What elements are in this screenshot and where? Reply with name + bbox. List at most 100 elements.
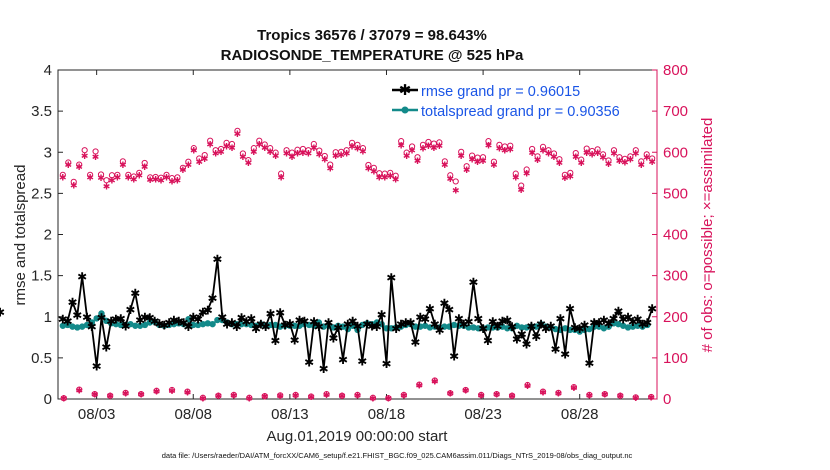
rmse-point: ✱ xyxy=(275,306,285,320)
obs-assimilated-point: ✱ xyxy=(86,173,94,183)
obs-possible-point xyxy=(196,155,203,162)
x-tick-label: 08/18 xyxy=(368,406,406,423)
obs-possible-low-point xyxy=(586,391,593,398)
obs-possible-low-point xyxy=(648,393,655,401)
obs-possible-low-point xyxy=(323,390,330,398)
y-tick-right-label: 300 xyxy=(663,268,688,285)
obs-possible-point xyxy=(207,137,214,144)
rmse-point: ✱ xyxy=(357,355,367,369)
obs-assimilated-point: ✱ xyxy=(337,151,345,161)
obs-assimilated-point: ✱ xyxy=(419,145,427,155)
obs-assimilated-point: ✱ xyxy=(305,150,313,160)
legend-rmse-marker: ✱ xyxy=(399,81,412,99)
legend-rmse-label: rmse grand pr = 0.96015 xyxy=(421,84,580,100)
obs-assimilated-point: ✱ xyxy=(561,174,569,184)
obs-assimilated-point: ✱ xyxy=(479,157,487,167)
totalspread-point xyxy=(388,325,395,332)
rmse-point: ✱ xyxy=(101,341,111,355)
obs-assimilated-low-point: ✱ xyxy=(215,392,223,402)
obs-possible-low-point xyxy=(493,390,500,398)
obs-possible-point xyxy=(589,147,596,155)
totalspread-point xyxy=(504,325,511,332)
totalspread-point xyxy=(190,321,197,329)
obs-possible-point xyxy=(578,156,585,163)
obs-possible-point xyxy=(556,156,563,163)
obs-assimilated-point: ✱ xyxy=(583,149,591,159)
totalspread-point xyxy=(127,320,134,328)
obs-assimilated-point: ✱ xyxy=(239,153,247,163)
obs-assimilated-point: ✱ xyxy=(201,155,209,165)
obs-possible-low-point xyxy=(478,391,485,398)
obs-possible-low-point xyxy=(137,390,145,398)
obs-assimilated-point: ✱ xyxy=(108,177,116,187)
rmse-point: ✱ xyxy=(266,307,276,321)
totalspread-point xyxy=(78,323,86,330)
rmse-point: ✱ xyxy=(154,317,164,331)
totalspread-point xyxy=(470,324,477,331)
rmse-point: ✱ xyxy=(319,362,329,376)
rmse-point: ✱ xyxy=(406,316,416,330)
obs-possible-point xyxy=(92,148,99,155)
obs-assimilated-point: ✱ xyxy=(637,161,645,171)
totalspread-point xyxy=(494,324,501,331)
obs-assimilated-point: ✱ xyxy=(386,172,394,182)
obs-assimilated-point: ✱ xyxy=(501,146,509,156)
obs-assimilated-low-point: ✱ xyxy=(246,394,254,404)
obs-assimilated-point: ✱ xyxy=(485,141,493,151)
obs-assimilated-point: ✱ xyxy=(392,175,400,185)
rmse-point: ✱ xyxy=(415,310,425,324)
footnote: data file: /Users/raeder/DAI/ATM_forcXX/… xyxy=(162,451,633,460)
obs-assimilated-point: ✱ xyxy=(632,150,640,160)
totalspread-point xyxy=(421,322,429,329)
obs-assimilated-point: ✱ xyxy=(403,152,411,162)
obs-assimilated-point: ✱ xyxy=(588,150,596,160)
obs-possible-low-point xyxy=(570,383,578,391)
rmse-point: ✱ xyxy=(367,319,377,333)
obs-possible-point xyxy=(234,127,241,134)
obs-possible-point xyxy=(179,164,186,171)
obs-assimilated-point: ✱ xyxy=(599,154,607,164)
obs-possible-point xyxy=(245,156,252,164)
obs-assimilated-low-point: ✱ xyxy=(307,393,315,403)
obs-possible-low-point xyxy=(617,392,624,399)
obs-assimilated-point: ✱ xyxy=(245,159,253,169)
totalspread-point xyxy=(595,323,603,330)
obs-assimilated-point: ✱ xyxy=(643,154,651,164)
y-tick-right-label: 800 xyxy=(663,62,688,79)
obs-assimilated-point: ✱ xyxy=(250,148,258,158)
obs-assimilated-low-point: ✱ xyxy=(477,391,485,401)
rmse-point: ✱ xyxy=(377,308,387,322)
y-axis-right-label: # of obs: o=possible; ×=assimilated xyxy=(699,118,716,353)
obs-possible-point xyxy=(567,169,574,176)
obs-assimilated-point: ✱ xyxy=(414,157,422,167)
obs-possible-low-point xyxy=(246,394,253,401)
obs-possible-point xyxy=(212,147,219,154)
obs-assimilated-point: ✱ xyxy=(135,171,143,181)
rmse-point: ✱ xyxy=(444,303,454,317)
totalspread-point xyxy=(112,320,120,328)
rmse-point: ✱ xyxy=(468,276,478,290)
obs-assimilated-point: ✱ xyxy=(119,161,127,171)
obs-possible-low-point xyxy=(91,390,98,398)
rmse-point: ✱ xyxy=(328,332,338,346)
y-tick-label: 4 xyxy=(44,62,52,79)
rmse-point: ✱ xyxy=(522,337,532,351)
obs-assimilated-low-point: ✱ xyxy=(508,392,516,402)
rmse-point: ✱ xyxy=(396,318,406,332)
obs-possible-point xyxy=(261,141,268,148)
rmse-point: ✱ xyxy=(570,321,580,335)
obs-assimilated-point: ✱ xyxy=(256,141,264,151)
rmse-point: ✱ xyxy=(391,322,401,336)
obs-assimilated-point: ✱ xyxy=(556,159,564,169)
totalspread-point xyxy=(136,322,144,329)
obs-possible-point xyxy=(114,171,121,178)
totalspread-point xyxy=(214,316,221,324)
obs-possible-point xyxy=(479,154,487,161)
obs-possible-point xyxy=(305,147,312,154)
totalspread-point xyxy=(330,324,337,331)
totalspread-point xyxy=(64,321,71,329)
obs-possible-point xyxy=(201,152,208,159)
obs-assimilated-point: ✱ xyxy=(185,161,193,171)
rmse-point: ✱ xyxy=(594,316,604,330)
obs-assimilated-point: ✱ xyxy=(490,161,498,171)
